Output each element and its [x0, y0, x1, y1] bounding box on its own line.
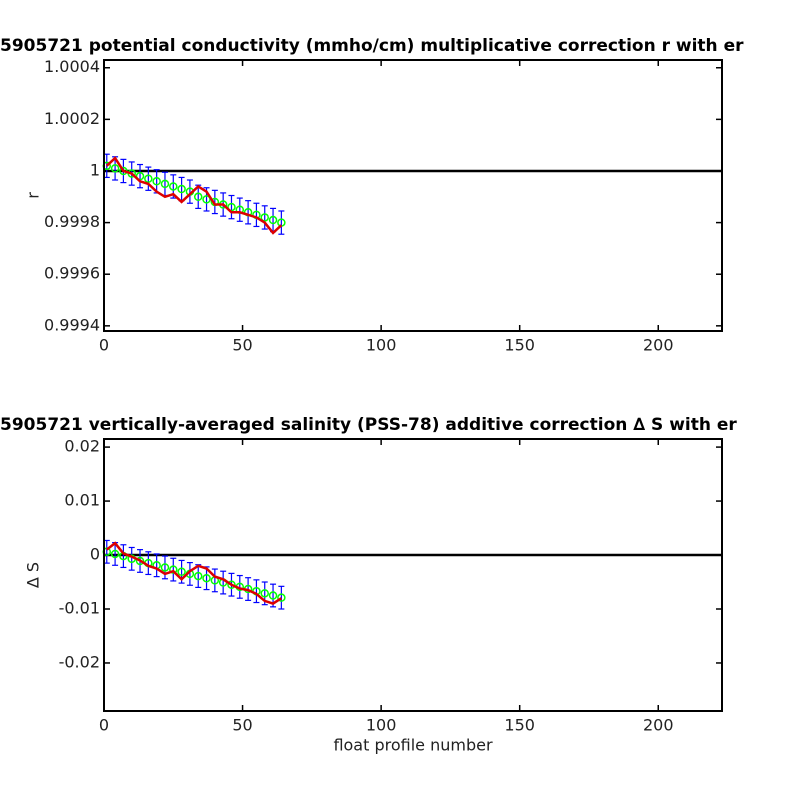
x-tick-label: 200 — [643, 336, 674, 355]
fit-marker — [260, 589, 269, 598]
y-tick-label: 0.9994 — [44, 315, 100, 334]
x-axis-label: float profile number — [333, 736, 493, 755]
fit-marker — [277, 593, 286, 602]
x-tick-label: 50 — [232, 336, 252, 355]
y-tick-label: -0.01 — [59, 599, 100, 618]
fit-marker — [110, 164, 120, 173]
x-tick-label: 100 — [366, 716, 397, 735]
plot-frame — [103, 59, 723, 332]
fit-marker — [160, 563, 170, 572]
fit-marker — [202, 573, 211, 583]
y-tick-label: -0.02 — [59, 652, 100, 671]
fit-marker — [144, 174, 153, 183]
y-tick-label: 1.0002 — [44, 109, 100, 128]
fit-marker — [177, 184, 186, 194]
plot-frame — [103, 438, 723, 712]
data-line — [106, 541, 283, 605]
y-tick-label: 0.9998 — [44, 212, 100, 231]
chart-title: 5905721 potential conductivity (mmho/cm)… — [0, 36, 744, 56]
fit-marker — [152, 177, 161, 186]
y-tick-label: 0 — [90, 545, 100, 564]
y-axis-label: r — [24, 192, 43, 199]
y-tick-label: 1.0004 — [44, 57, 100, 76]
fit-marker — [160, 179, 170, 189]
fit-marker — [227, 580, 236, 589]
y-tick-label: 1 — [90, 160, 100, 179]
fit-marker — [193, 192, 203, 202]
x-tick-label: 100 — [366, 336, 397, 355]
x-tick-label: 150 — [504, 716, 535, 735]
fit-marker — [193, 571, 203, 581]
x-tick-label: 50 — [232, 716, 252, 735]
fit-marker — [202, 195, 211, 204]
y-tick-label: 0.01 — [64, 491, 100, 510]
fit-marker — [260, 213, 269, 222]
fit-marker — [177, 567, 186, 577]
fit-marker — [135, 556, 145, 566]
chart-title: 5905721 vertically-averaged salinity (PS… — [0, 415, 737, 435]
x-tick-label: 150 — [504, 336, 535, 355]
fit-marker — [169, 182, 178, 191]
x-tick-label: 0 — [99, 716, 109, 735]
data-line — [105, 156, 283, 235]
fit-marker — [110, 549, 120, 559]
fit-marker — [169, 565, 178, 574]
x-tick-label: 200 — [643, 716, 674, 735]
y-tick-label: 0.9996 — [44, 264, 100, 283]
x-tick-label: 0 — [99, 336, 109, 355]
y-axis-label: ∆ S — [24, 562, 43, 589]
y-tick-label: 0.02 — [64, 437, 100, 456]
fit-marker — [268, 215, 278, 225]
fit-marker — [268, 591, 278, 600]
